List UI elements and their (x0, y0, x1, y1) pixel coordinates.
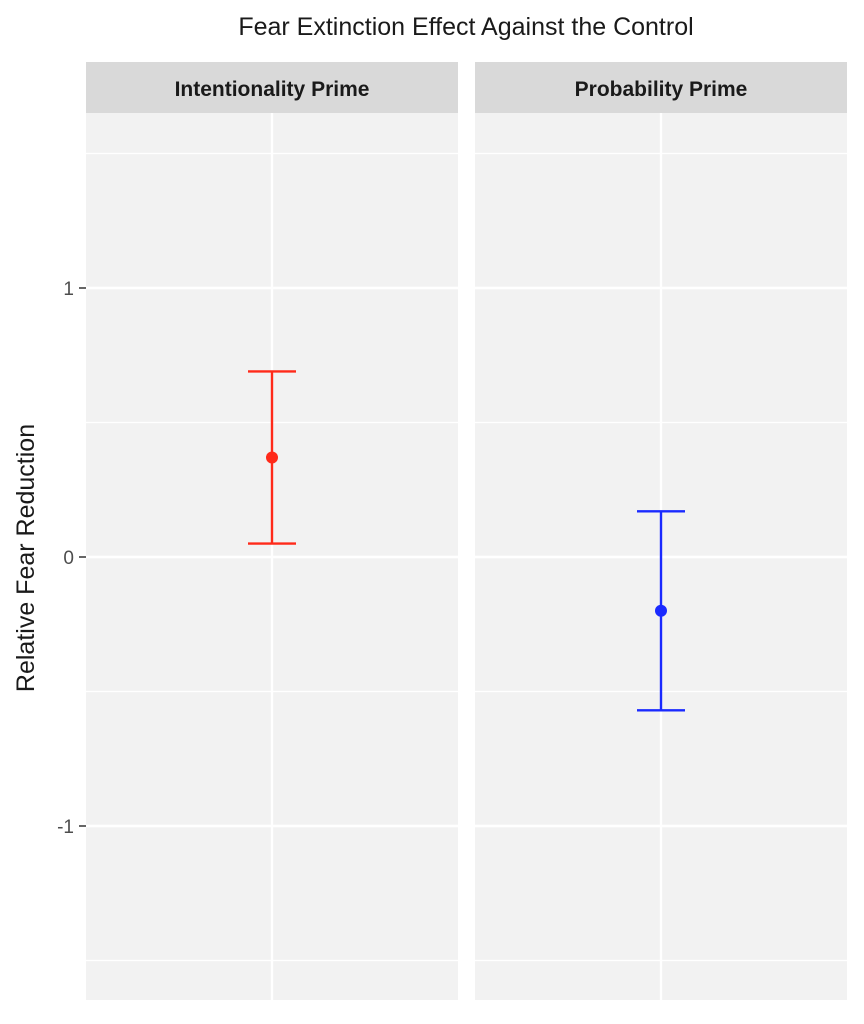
plot-area: Intentionality Prime Probability Prime -1 0… (57, 62, 847, 1000)
point-estimate-1 (266, 451, 278, 464)
facet-strip-1 (86, 62, 458, 113)
facet-strip-2 (475, 62, 847, 113)
y-axis-label: Relative Fear Reduction (12, 424, 40, 692)
chart-title: Fear Extinction Effect Against the Contr… (238, 13, 693, 41)
y-tick-label-1: -1 (57, 817, 74, 838)
facet-strip-label-2: Probability Prime (575, 78, 748, 101)
point-estimate-2 (655, 604, 667, 617)
y-tick-label-3: 1 (63, 279, 74, 300)
facet-strip-label-1: Intentionality Prime (175, 78, 370, 101)
y-tick-label-2: 0 (63, 548, 74, 569)
